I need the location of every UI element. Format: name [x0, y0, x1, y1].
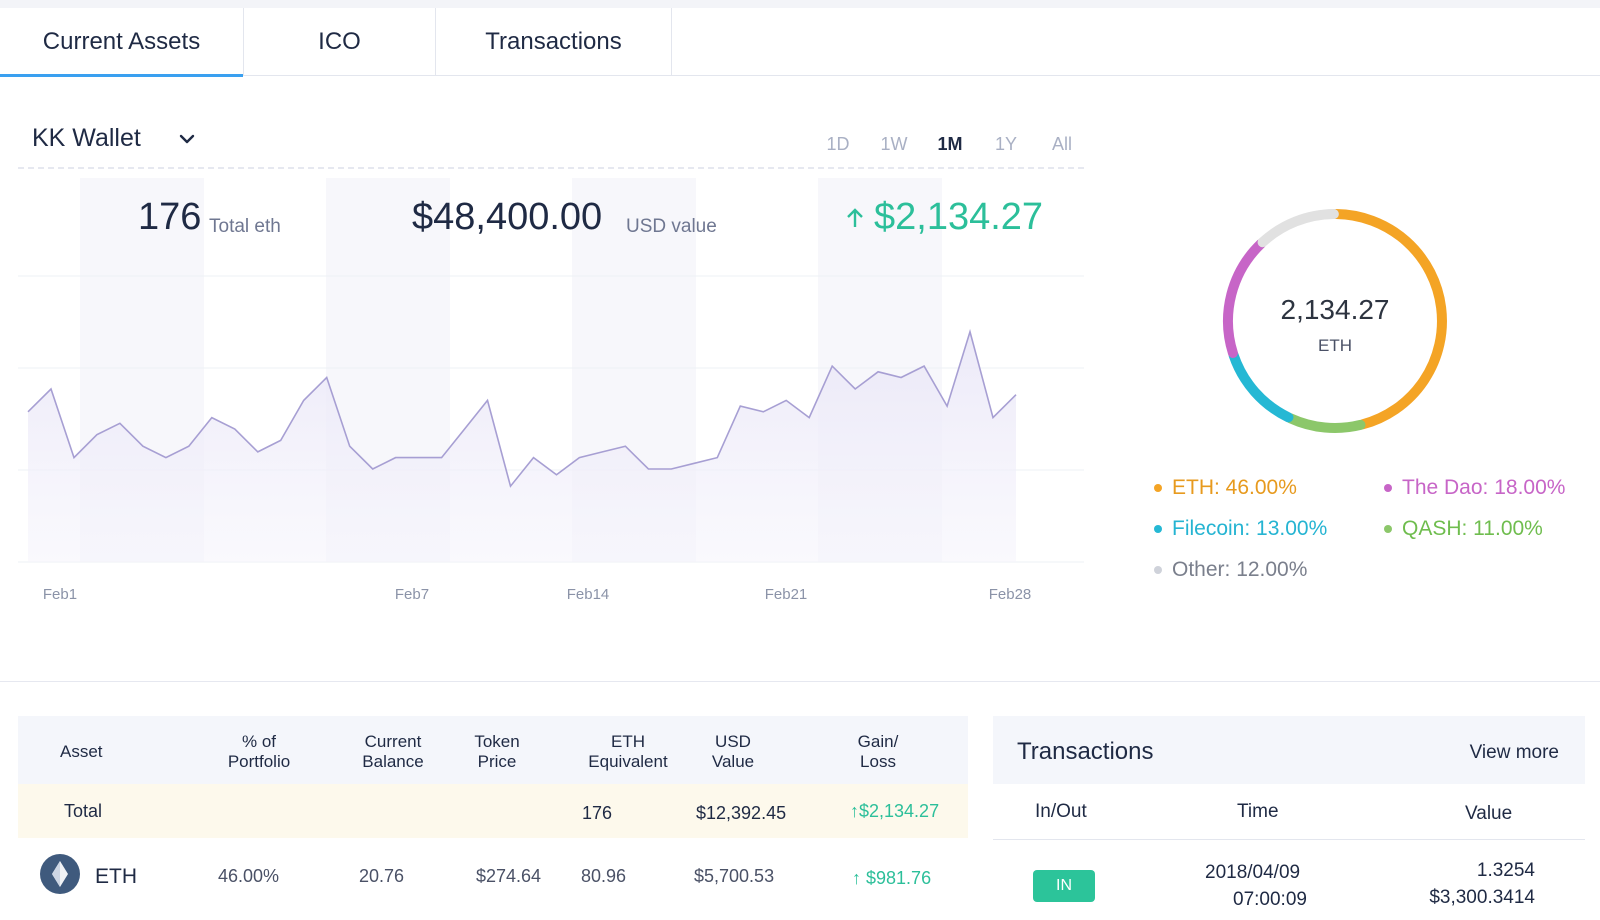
assets-table: Asset % of Portfolio Current Balance Tok…: [18, 716, 968, 918]
asset-balance: 20.76: [359, 866, 405, 886]
legend-filecoin: Filecoin: 13.00%: [1154, 517, 1327, 541]
transaction-date: 2018/04/09: [1205, 862, 1301, 883]
x-tick-label: Feb21: [765, 586, 808, 603]
range-1d[interactable]: 1D: [826, 134, 850, 154]
col-balance: Current Balance: [362, 732, 424, 771]
legend-eth: ETH: 46.00%: [1154, 476, 1297, 500]
asset-name: ETH: [95, 865, 137, 888]
range-1m[interactable]: 1M: [937, 134, 963, 154]
asset-eth-equivalent: 80.96: [581, 866, 627, 886]
total-eth-label: Total eth: [209, 216, 281, 237]
legend-label: Other: 12.00%: [1172, 558, 1308, 581]
range-all[interactable]: All: [1051, 134, 1072, 154]
legend-dot: [1384, 525, 1392, 533]
tab-transactions[interactable]: Transactions: [436, 8, 672, 76]
total-eth-equivalent: 176: [582, 803, 613, 823]
legend-other: Other: 12.00%: [1154, 558, 1307, 582]
donut-segment-eth: [1331, 209, 1447, 430]
transactions-columns: In/Out Time Value: [993, 784, 1585, 840]
legend-the-dao: The Dao: 18.00%: [1384, 476, 1565, 500]
eth-logo-icon: [40, 854, 80, 894]
donut-segment-other: [1257, 209, 1339, 248]
dashed-divider: [18, 167, 1084, 169]
legend-label: QASH: 11.00%: [1402, 517, 1543, 540]
wallet-name: KK Wallet: [32, 124, 141, 152]
total-row: Total 176 $12,392.45 ↑$2,134.27: [18, 784, 968, 838]
total-gain-amount: $2,134.27: [859, 801, 940, 821]
portfolio-donut: [1223, 209, 1447, 433]
total-label: Total: [64, 801, 103, 821]
col-token-price: Token Price: [474, 732, 520, 771]
gain-amount: $2,134.27: [874, 196, 1044, 238]
x-tick-label: Feb14: [567, 586, 610, 603]
x-tick-label: Feb7: [395, 586, 429, 603]
usd-value-label: USD value: [626, 216, 717, 237]
transaction-row[interactable]: IN 2018/04/09 07:00:09 1.3254 $3,300.341…: [993, 840, 1585, 920]
chart-area: [28, 331, 1016, 562]
assets-table-header: Asset % of Portfolio Current Balance Tok…: [18, 716, 968, 784]
col-portfolio: % of Portfolio: [227, 732, 291, 771]
col-value: Value: [1465, 803, 1513, 824]
col-gain-loss: Gain/ Loss: [857, 732, 899, 771]
chart-line: [27, 328, 1017, 488]
asset-price: $274.64: [476, 866, 542, 886]
asset-portfolio: 46.00%: [218, 866, 280, 886]
col-time: Time: [1237, 801, 1279, 822]
ethereum-icon: [52, 861, 68, 887]
col-usd-value: USD Value: [711, 732, 755, 771]
col-eth-equivalent: ETH Equivalent: [588, 732, 668, 771]
tab-bar: Current Assets ICO Transactions: [0, 8, 1600, 77]
legend-label: ETH: 46.00%: [1172, 476, 1297, 499]
legend-label: Filecoin: 13.00%: [1172, 517, 1328, 540]
usd-value: $48,400.00: [412, 196, 603, 238]
col-asset: Asset: [60, 742, 103, 761]
top-strip: [0, 0, 1600, 8]
stats-row: 176 Total eth $48,400.00 USD value $2,13…: [0, 196, 1100, 246]
range-1w[interactable]: 1W: [880, 134, 908, 154]
section-divider: [0, 681, 1600, 682]
donut-segment-qash: [1285, 413, 1366, 433]
legend-dot: [1154, 484, 1162, 492]
x-tick-label: Feb28: [989, 586, 1032, 603]
in-badge: IN: [1033, 870, 1095, 902]
total-eth-value: 176: [138, 196, 202, 238]
col-in-out: In/Out: [1035, 801, 1087, 822]
transactions-title: Transactions: [1017, 738, 1154, 765]
donut-segment-the-dao: [1223, 238, 1266, 358]
transactions-header: Transactions View more: [993, 716, 1585, 784]
transaction-usd: $3,300.3414: [1429, 887, 1535, 908]
donut-value: 2,134.27: [1280, 294, 1390, 325]
total-usd-value: $12,392.45: [696, 803, 787, 823]
gain-value: $2,134.27: [846, 196, 1043, 239]
arrow-up-icon: [847, 207, 863, 227]
x-tick-label: Feb1: [43, 586, 77, 603]
total-gain: ↑$2,134.27: [850, 801, 940, 821]
balance-chart: Feb1 Feb7 Feb14 Feb21 Feb28: [18, 178, 1084, 603]
legend-qash: QASH: 11.00%: [1384, 517, 1543, 541]
view-more-link[interactable]: View more: [1469, 742, 1559, 763]
asset-gain: ↑ $981.76: [852, 868, 932, 888]
asset-gain-amount: $981.76: [866, 868, 932, 888]
tab-ico[interactable]: ICO: [244, 8, 436, 76]
donut-segment-filecoin: [1228, 350, 1294, 423]
legend-dot: [1154, 525, 1162, 533]
transaction-time: 07:00:09: [1233, 889, 1307, 910]
legend-dot: [1154, 566, 1162, 574]
tab-current-assets[interactable]: Current Assets: [0, 8, 244, 77]
legend-label: The Dao: 18.00%: [1402, 476, 1566, 499]
wallet-selector[interactable]: KK Wallet: [32, 124, 197, 153]
legend-dot: [1384, 484, 1392, 492]
asset-usd-value: $5,700.53: [694, 866, 775, 886]
donut-unit: ETH: [1318, 336, 1352, 355]
transactions-panel: Transactions View more In/Out Time Value…: [993, 716, 1585, 920]
range-selector: 1D 1W 1M 1Y All: [810, 134, 1090, 155]
table-row[interactable]: ETH 46.00% 20.76 $274.64 80.96 $5,700.53…: [18, 838, 968, 918]
chevron-down-icon: [179, 134, 195, 143]
range-1y[interactable]: 1Y: [994, 134, 1018, 154]
transaction-value: 1.3254: [1476, 860, 1535, 881]
